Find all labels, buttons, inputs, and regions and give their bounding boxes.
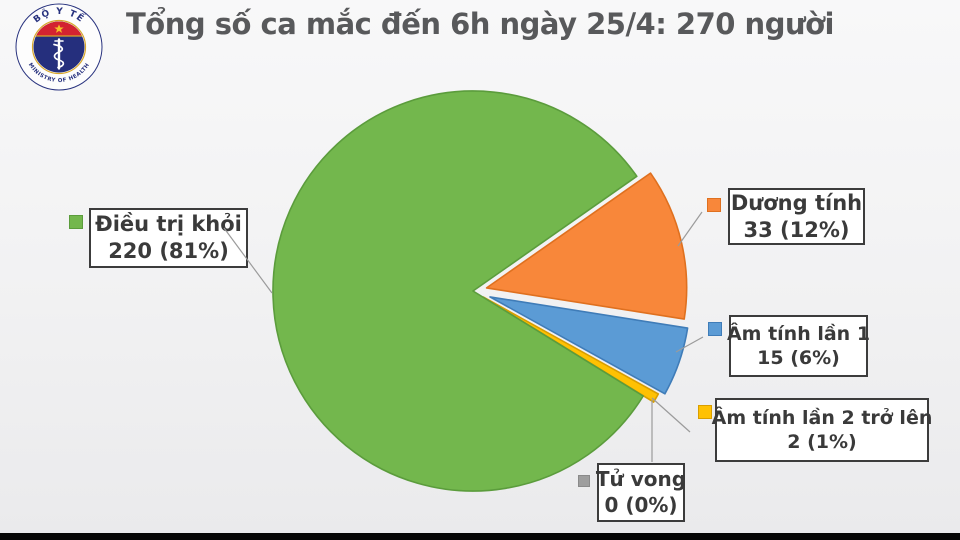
legend-marker-duong-tinh [707,198,721,212]
callout-duong-tinh: Dương tính 33 (12%) [728,188,865,245]
ministry-of-health-logo: BỘ Y TẾ MINISTRY OF HEALTH [15,3,103,91]
callout-am-tinh-lan-1: Âm tính lần 1 15 (6%) [726,315,871,377]
callout-duong-tinh-label: Dương tính [730,190,863,215]
callout-tu-vong: Tử vong 0 (0%) [595,463,687,522]
logo-gold-ring [31,19,87,75]
legend-marker-dieu-tri-khoi [69,215,83,229]
legend-marker-tu-vong [578,475,590,487]
callout-tu-vong-label: Tử vong [595,466,687,491]
callout-tu-vong-value: 0 (0%) [604,492,678,517]
pie-slices [272,90,689,492]
callout-am-tinh-lan-2: Âm tính lần 2 trở lên 2 (1%) [712,398,932,462]
letterbox-bar [0,533,960,540]
pie-slice-am-tinh-lan-1 [489,296,689,395]
legend-marker-am-tinh-lan-2 [698,405,712,419]
callout-am-tinh-lan-1-label: Âm tính lần 1 [726,322,871,345]
callout-am-tinh-lan-2-value: 2 (1%) [787,431,857,453]
chart-title: Tổng số ca mắc đến 6h ngày 25/4: 270 ngư… [126,7,834,41]
callout-duong-tinh-value: 33 (12%) [743,217,850,242]
callout-dieu-tri-khoi: Điều trị khỏi 220 (81%) [89,208,248,268]
rod-of-asclepius-icon [53,38,65,70]
legend-marker-am-tinh-lan-1 [708,322,722,336]
logo-star-icon [54,24,64,33]
pie-slice-dieu-tri-khoi [272,90,644,492]
callout-am-tinh-lan-2-label: Âm tính lần 2 trở lên [711,406,933,429]
callout-am-tinh-lan-1-value: 15 (6%) [757,347,840,369]
callout-dieu-tri-khoi-label: Điều trị khỏi [95,212,242,237]
callout-dieu-tri-khoi-value: 220 (81%) [108,239,229,263]
